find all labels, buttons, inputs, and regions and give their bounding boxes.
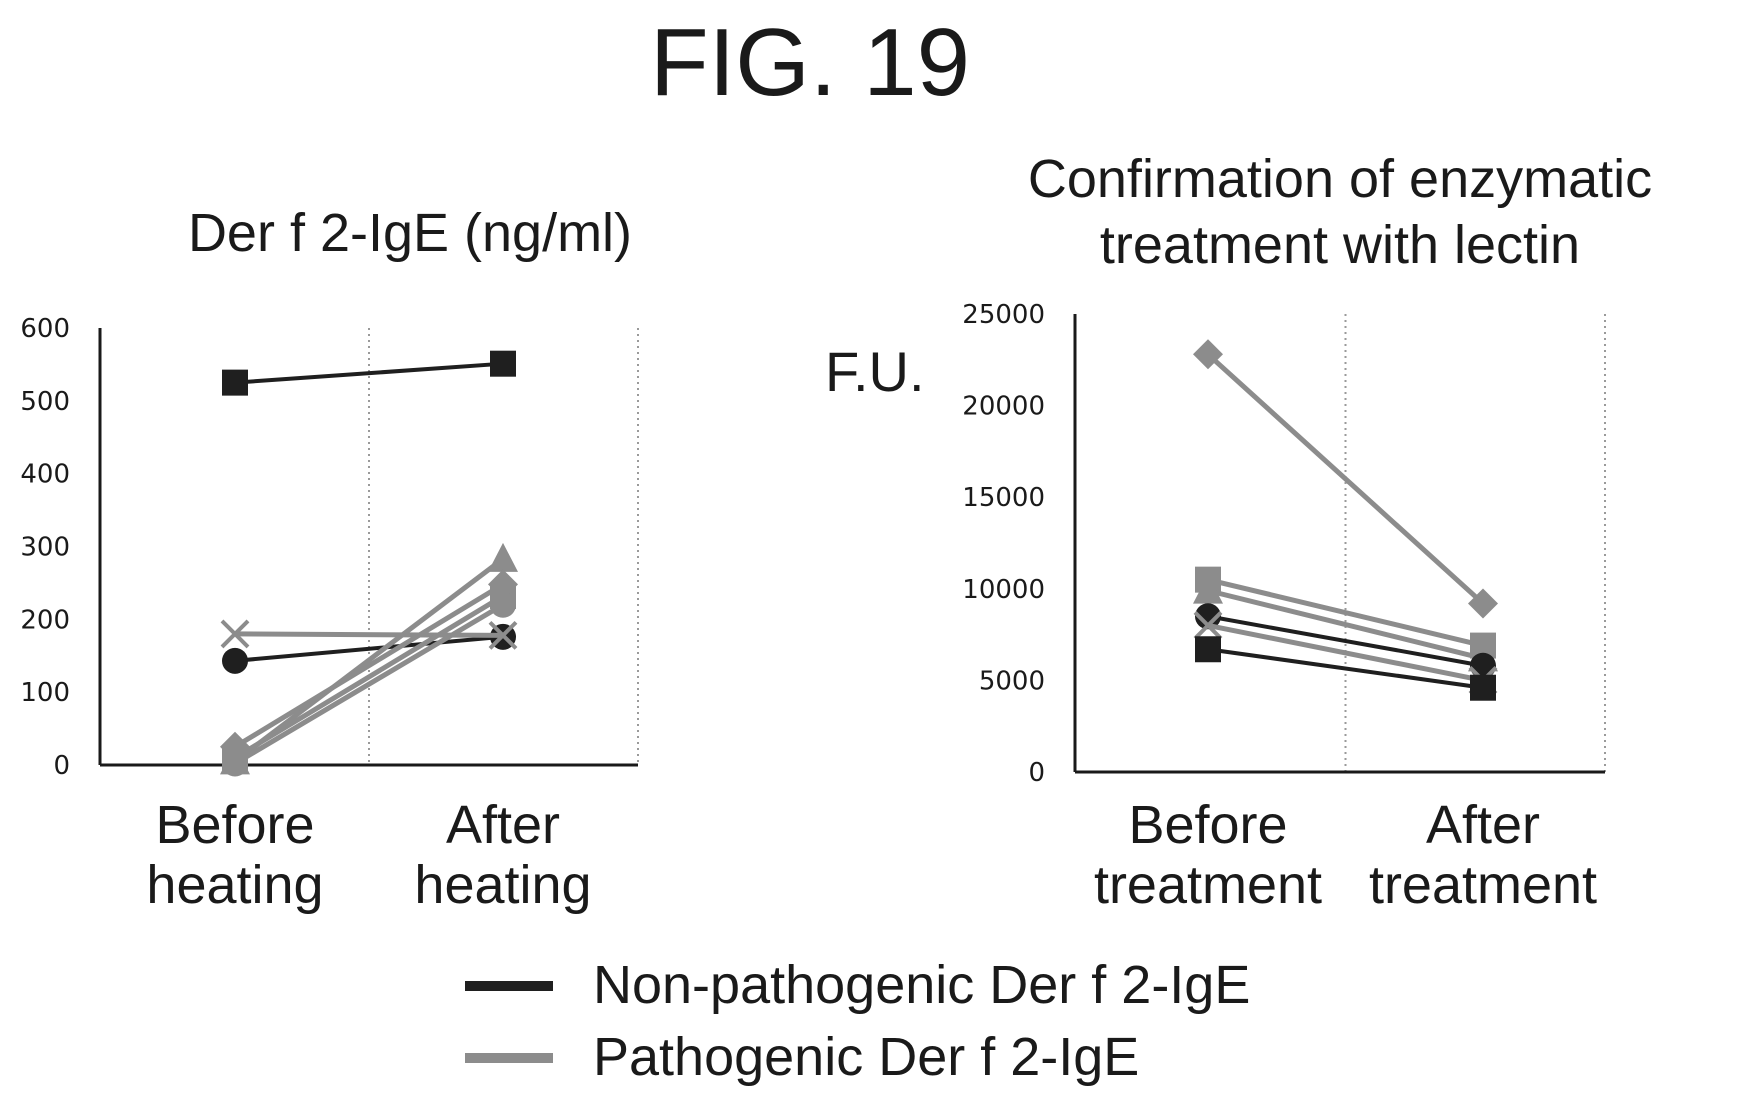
chart-2-title-text: Confirmation of enzymatic treatment with… — [1027, 149, 1653, 275]
chart-2-point-x — [1193, 611, 1223, 640]
chart-1-y-tick-label: 200 — [20, 605, 70, 635]
legend-item-non-pathogenic: Non-pathogenic Der f 2-IgE — [465, 950, 1365, 1022]
chart-1-point-x — [220, 619, 250, 649]
chart-2-series-line — [1207, 647, 1484, 690]
chart-1-point-square — [490, 350, 516, 377]
chart-2-point-square — [1470, 674, 1496, 701]
chart-2-x-tick-label: After treatment — [1369, 795, 1597, 915]
chart-1-title: Der f 2-IgE (ng/ml) — [187, 203, 633, 263]
chart-1-y-tick-label: 600 — [20, 314, 70, 344]
chart-2-title: Confirmation of enzymatic treatment with… — [940, 146, 1740, 278]
chart-1-point-circle — [490, 591, 516, 618]
chart-1-series-line — [234, 634, 504, 663]
chart-1-y-tick-label: 100 — [20, 678, 70, 708]
chart-1-x-tick-label: After heating — [414, 795, 591, 915]
figure-title: FIG. 19 — [649, 9, 971, 116]
chart-1-series-line — [233, 593, 505, 760]
chart-2-point-triangle — [1193, 574, 1223, 604]
chart-1-series-line — [234, 631, 504, 638]
chart-2-y-tick-label: 10000 — [962, 575, 1045, 605]
chart-1-point-square — [222, 369, 248, 396]
chart-1-point-circle — [222, 750, 248, 777]
chart-2-x-tick-label: Before treatment — [1094, 795, 1322, 915]
chart-2-y-tick-label: 5000 — [979, 666, 1045, 696]
chart-1-x-tick-label: Before heating — [146, 795, 323, 915]
legend-label-non-pathogenic: Non-pathogenic Der f 2-IgE — [593, 955, 1251, 1015]
legend-swatch-pathogenic — [465, 1053, 553, 1063]
chart-1-point-triangle — [488, 542, 518, 572]
chart-1-y-tick-label: 300 — [20, 533, 70, 563]
chart-1-series-line — [233, 582, 505, 749]
chart-2-point-circle — [1195, 603, 1221, 630]
legend-swatch-non-pathogenic — [465, 981, 553, 991]
chart-2-y-tick-label: 20000 — [962, 392, 1045, 422]
chart-1-y-tick-label: 0 — [53, 751, 70, 781]
chart-2-y-tick-label: 15000 — [962, 483, 1045, 513]
chart-2-series-line — [1207, 577, 1484, 649]
chart-2-series-line — [1206, 352, 1485, 606]
chart-2-y-tick-label: 25000 — [962, 300, 1045, 330]
chart-2-y-tick-label: 0 — [1028, 758, 1045, 788]
chart-2-point-diamond — [1468, 588, 1498, 619]
chart-1-series-line — [233, 556, 505, 764]
chart-1-y-tick-label: 400 — [20, 460, 70, 490]
chart-2-point-square — [1195, 636, 1221, 663]
chart-2-y-axis-label: F.U. — [825, 340, 925, 403]
chart-1-series-line — [233, 602, 505, 766]
chart-1-series-line — [234, 361, 504, 385]
chart-1-point-x — [488, 620, 518, 650]
chart-2-series-line — [1207, 588, 1484, 661]
legend: Non-pathogenic Der f 2-IgE Pathogenic De… — [465, 950, 1365, 1094]
chart-2-series-line — [1207, 622, 1484, 683]
chart-2-point-diamond — [1193, 339, 1223, 370]
chart-1-y-tick-label: 500 — [20, 387, 70, 417]
legend-label-pathogenic: Pathogenic Der f 2-IgE — [593, 1027, 1140, 1087]
chart-2-series-line — [1207, 614, 1484, 668]
chart-1-point-circle — [222, 647, 248, 674]
legend-item-pathogenic: Pathogenic Der f 2-IgE — [465, 1022, 1365, 1094]
